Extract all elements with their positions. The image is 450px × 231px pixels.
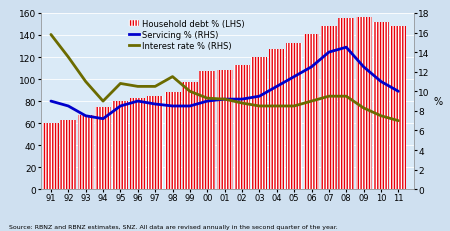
Text: Source: RBNZ and RBNZ estimates, SNZ. All data are revised annually in the secon: Source: RBNZ and RBNZ estimates, SNZ. Al…	[9, 224, 338, 229]
Bar	[269, 50, 285, 189]
Bar	[321, 27, 337, 189]
Bar	[147, 96, 163, 189]
Bar	[199, 72, 215, 189]
Bar	[338, 19, 354, 189]
Bar	[112, 102, 128, 189]
Bar	[182, 83, 198, 189]
Bar	[216, 71, 233, 189]
Bar	[165, 93, 180, 189]
Bar	[252, 58, 267, 189]
Bar	[95, 107, 111, 189]
Bar	[356, 18, 372, 189]
Y-axis label: %: %	[433, 97, 442, 107]
Bar	[303, 35, 320, 189]
Legend: Household debt % (LHS), Servicing % (RHS), Interest rate % (RHS): Household debt % (LHS), Servicing % (RHS…	[127, 18, 246, 52]
Bar	[130, 98, 146, 189]
Bar	[78, 116, 94, 189]
Bar	[286, 43, 302, 189]
Bar	[373, 23, 389, 189]
Bar	[390, 27, 406, 189]
Bar	[43, 124, 59, 189]
Bar	[234, 65, 250, 189]
Bar	[60, 120, 76, 189]
